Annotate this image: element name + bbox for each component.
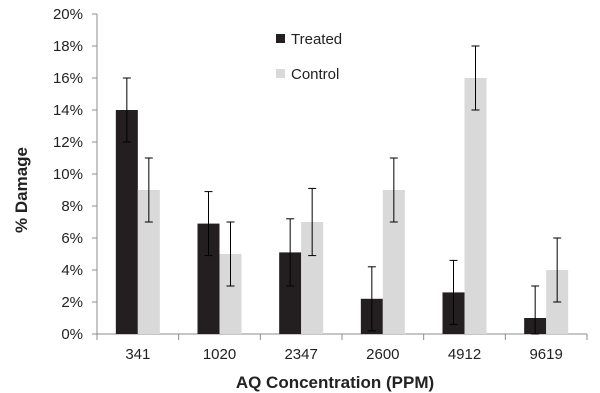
x-tick-label: 341 [125,346,150,363]
x-tick-label: 2600 [366,346,399,363]
y-tick-label: 0% [61,326,83,343]
y-tick-label: 20% [53,6,83,23]
y-tick-label: 12% [53,134,83,151]
legend-background [248,25,366,93]
legend-label-treated: Treated [291,31,342,48]
x-tick-label: 2347 [284,346,317,363]
bar-control [301,222,324,334]
bar-control [137,190,160,334]
legend-swatch-control [276,69,285,78]
bar-control [219,254,242,334]
bar-treated [279,252,302,334]
error-bars [122,45,562,335]
y-axis: 0% 2% 4% 6% 8% 10% 12% 14% 16% 18% 20% [53,6,98,343]
bar-treated [115,110,138,334]
y-tick-label: 2% [61,294,83,311]
x-tick-label: 4912 [448,346,481,363]
bars [115,78,569,334]
x-tick-label: 1020 [203,346,236,363]
bar-control [382,190,405,334]
bar-treated [197,223,220,334]
y-tick-label: 14% [53,102,83,119]
y-axis-title: % Damage [12,147,31,233]
bar-control [464,78,487,334]
y-tick-label: 16% [53,70,83,87]
x-axis: 341 1020 2347 2600 4912 9619 [96,333,588,363]
legend: Treated Control [248,25,366,93]
x-tick-label: 9619 [529,346,562,363]
y-tick-label: 4% [61,262,83,279]
y-tick-label: 8% [61,198,83,215]
y-tick-label: 18% [53,38,83,55]
legend-swatch-treated [276,34,285,43]
legend-label-control: Control [291,66,339,83]
y-tick-label: 10% [53,166,83,183]
x-axis-title: AQ Concentration (PPM) [236,373,434,392]
y-tick-label: 6% [61,230,83,247]
